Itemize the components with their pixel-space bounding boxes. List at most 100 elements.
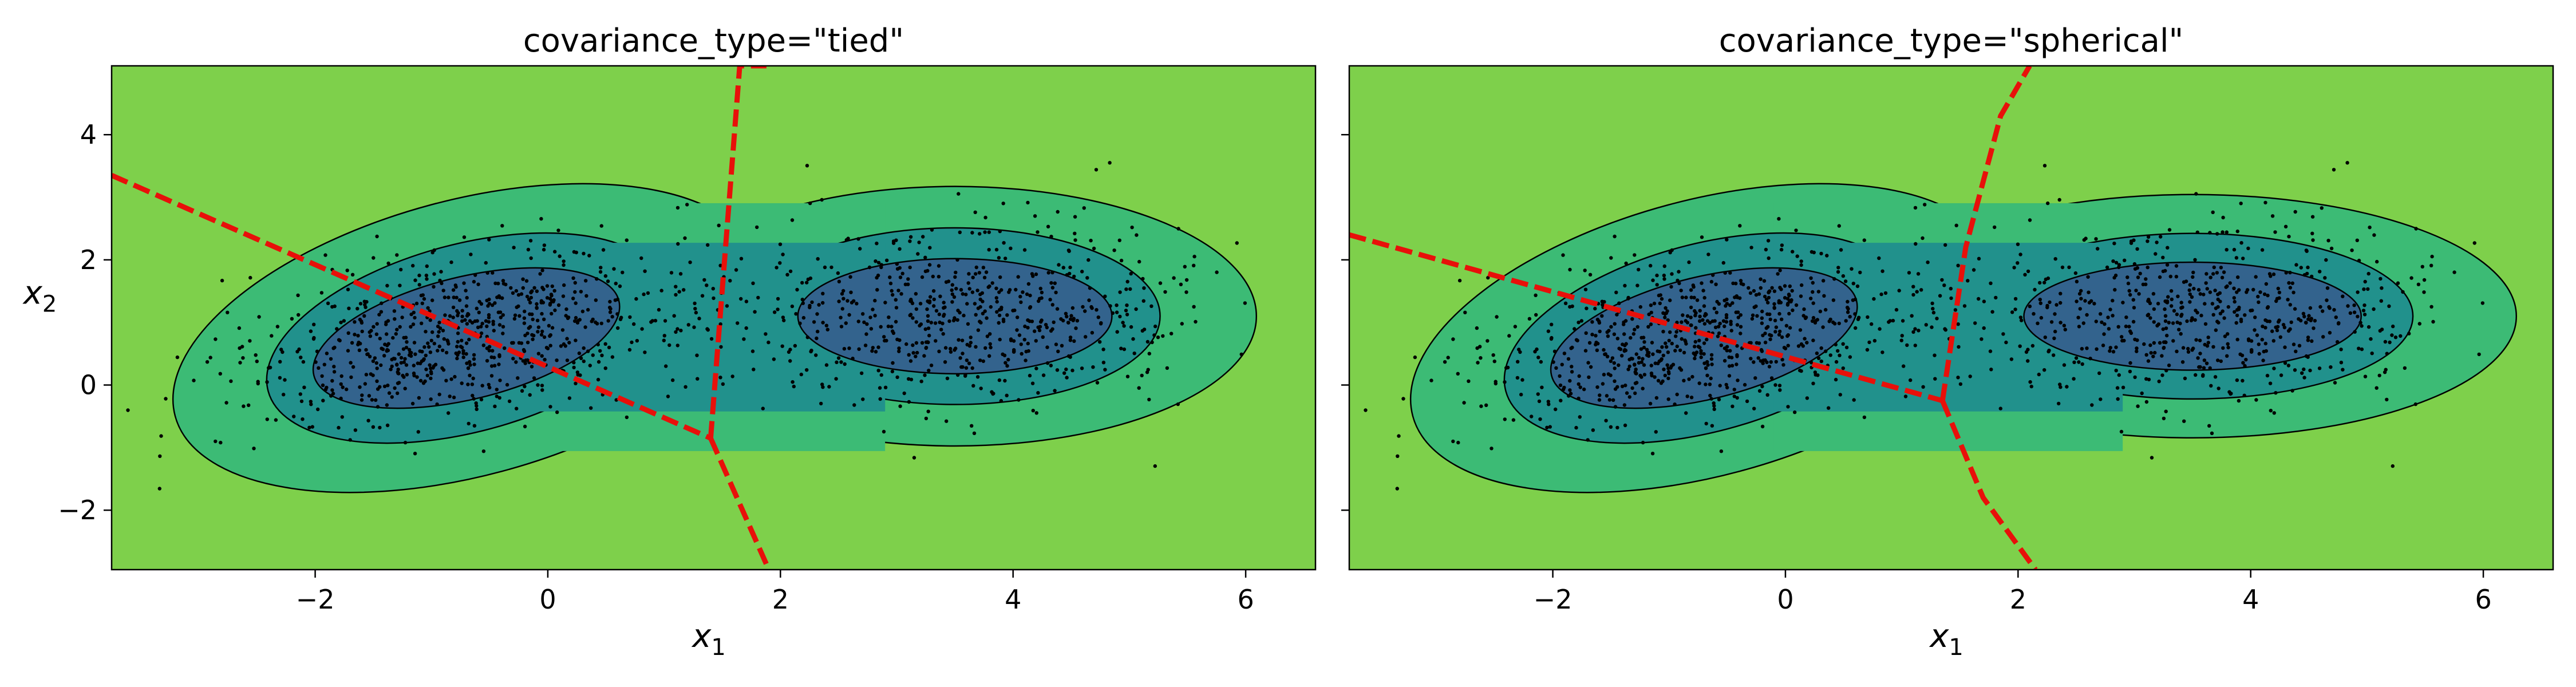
data-point (2267, 319, 2272, 323)
data-point (753, 310, 757, 314)
data-point (242, 404, 246, 408)
data-point (267, 366, 271, 370)
data-point (2167, 321, 2171, 325)
data-point (455, 295, 459, 299)
data-point (448, 314, 452, 318)
data-point (933, 321, 938, 325)
data-point (1239, 352, 1243, 357)
data-point (1834, 377, 1838, 382)
data-point (1811, 281, 1815, 285)
data-point (941, 321, 945, 326)
data-point (2250, 308, 2254, 313)
data-point (1056, 210, 1060, 214)
data-point (2133, 375, 2137, 380)
data-point (997, 290, 1001, 294)
data-point (2133, 337, 2137, 342)
data-point (2077, 325, 2081, 329)
data-point (466, 366, 471, 370)
data-point (2059, 291, 2063, 295)
data-point (525, 294, 530, 299)
data-point (1080, 270, 1084, 274)
data-point (1605, 394, 1609, 398)
data-point (2221, 309, 2225, 313)
data-point (1457, 278, 1462, 283)
data-point (2089, 299, 2093, 303)
data-point (487, 382, 491, 387)
data-point (538, 272, 542, 276)
data-point (2059, 301, 2063, 305)
data-point (2132, 306, 2136, 310)
data-point (1836, 266, 1840, 270)
data-point (1052, 320, 1056, 325)
data-point (396, 391, 400, 396)
data-point (2263, 326, 2267, 330)
data-point (1520, 378, 1524, 382)
data-point (2375, 259, 2379, 264)
data-point (1698, 319, 1702, 323)
data-point (2288, 270, 2292, 275)
data-point (1747, 286, 1751, 290)
data-point (2222, 316, 2226, 320)
data-point (1137, 259, 1141, 264)
data-point (2172, 309, 2176, 313)
data-point (2028, 380, 2032, 384)
data-point (320, 374, 324, 378)
data-point (1844, 345, 1849, 350)
data-point (468, 363, 472, 367)
data-point (1839, 248, 1843, 252)
data-point (725, 304, 729, 308)
data-point (2263, 200, 2267, 205)
data-point (402, 375, 406, 379)
data-point (1705, 319, 1710, 323)
data-point (711, 287, 716, 291)
data-point (457, 350, 461, 354)
data-point (888, 281, 893, 286)
data-point (1938, 294, 1942, 298)
data-point (1784, 323, 1789, 328)
data-point (1788, 284, 1792, 289)
data-point (2202, 358, 2207, 362)
data-point (1647, 312, 1651, 317)
data-point (579, 290, 583, 294)
data-point (805, 164, 809, 168)
data-point (781, 315, 785, 319)
data-point (1705, 373, 1709, 377)
data-point (1692, 295, 1696, 299)
data-point (1612, 332, 1617, 336)
data-point (456, 331, 460, 335)
data-point (967, 361, 971, 365)
data-point (1118, 290, 1122, 294)
data-point (2179, 301, 2183, 305)
data-point (974, 265, 979, 270)
data-point (2116, 325, 2120, 329)
data-point (1739, 279, 1743, 283)
data-point (608, 305, 612, 310)
data-point (1689, 305, 1693, 310)
data-point (2237, 288, 2241, 292)
data-point (582, 251, 586, 256)
data-point (428, 318, 432, 322)
data-point (885, 258, 889, 262)
data-point (2221, 230, 2225, 234)
data-point (1443, 360, 1447, 364)
data-point (2361, 309, 2366, 313)
data-point (2146, 239, 2150, 243)
data-point (299, 399, 304, 404)
data-point (2142, 342, 2146, 346)
data-point (1046, 224, 1050, 228)
data-point (1962, 304, 1967, 308)
data-point (2294, 263, 2298, 267)
data-point (1805, 341, 1809, 345)
data-point (2120, 338, 2124, 343)
data-point (860, 371, 864, 376)
data-point (477, 310, 481, 314)
data-point (1783, 346, 1788, 350)
data-point (2218, 311, 2223, 315)
data-point (2123, 258, 2127, 262)
data-point (1586, 361, 1590, 365)
data-point (2318, 305, 2322, 309)
data-point (373, 356, 377, 360)
data-point (825, 327, 830, 331)
data-point (402, 360, 406, 364)
data-point (1748, 291, 1753, 295)
